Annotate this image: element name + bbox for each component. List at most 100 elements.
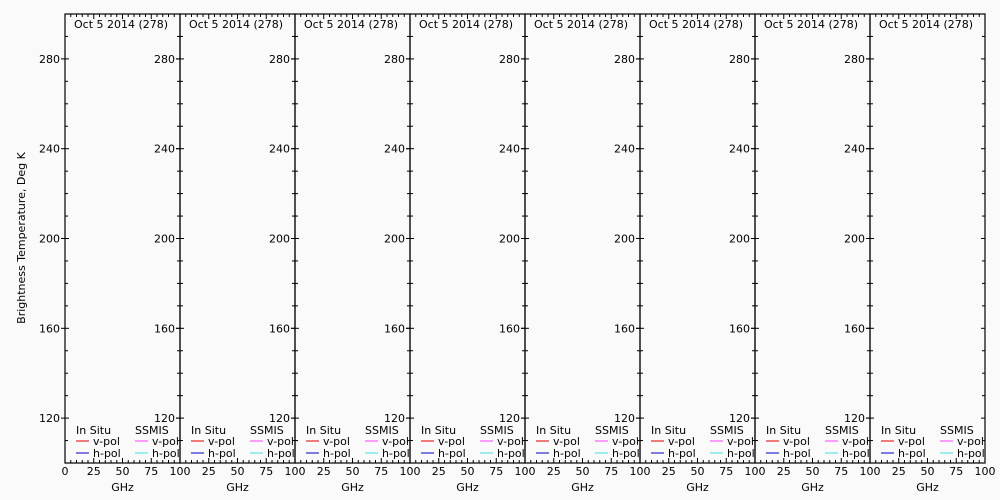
x-tick-label: 100 (515, 465, 536, 478)
legend-entry-label: h-pol (93, 447, 121, 460)
y-tick-label: 280 (384, 53, 405, 66)
legend-entry-label: v-pol (93, 435, 120, 448)
y-tick-label: 120 (269, 412, 290, 425)
legend-entry-label: v-pol (553, 435, 580, 448)
panel-title: Oct 5 2014 (278) (649, 18, 743, 31)
legend-entry-label: h-pol (783, 447, 811, 460)
x-axis-label: GHz (456, 481, 479, 494)
y-tick-label: 280 (269, 53, 290, 66)
y-tick-label: 240 (154, 143, 175, 156)
y-tick-label: 240 (614, 143, 635, 156)
legend-entry-label: v-pol (267, 435, 294, 448)
x-tick-label: 50 (691, 465, 705, 478)
panel-title: Oct 5 2014 (278) (764, 18, 858, 31)
y-tick-label: 160 (844, 322, 865, 335)
legend-entry-label: h-pol (668, 447, 696, 460)
legend-group-label: SSMIS (135, 424, 169, 437)
legend-entry-label: v-pol (898, 435, 925, 448)
legend-group-label: In Situ (421, 424, 456, 437)
y-tick-label: 120 (154, 412, 175, 425)
x-tick-label: 50 (921, 465, 935, 478)
x-axis-label: GHz (916, 481, 939, 494)
legend-group-label: In Situ (881, 424, 916, 437)
legend-entry-label: h-pol (267, 447, 295, 460)
y-tick-label: 200 (154, 233, 175, 246)
legend-entry-label: h-pol (497, 447, 525, 460)
y-tick-label: 280 (154, 53, 175, 66)
y-tick-label: 160 (154, 322, 175, 335)
y-tick-label: 120 (614, 412, 635, 425)
x-tick-label: 100 (285, 465, 306, 478)
legend-group-label: SSMIS (940, 424, 974, 437)
legend-group-label: In Situ (306, 424, 341, 437)
x-tick-label: 75 (604, 465, 618, 478)
legend-entry-label: v-pol (497, 435, 524, 448)
legend-group-label: SSMIS (365, 424, 399, 437)
x-tick-label: 0 (62, 465, 69, 478)
legend-group-label: SSMIS (250, 424, 284, 437)
legend-group-label: SSMIS (825, 424, 859, 437)
y-tick-label: 280 (729, 53, 750, 66)
x-tick-label: 75 (489, 465, 503, 478)
x-tick-label: 75 (719, 465, 733, 478)
x-axis-label: GHz (571, 481, 594, 494)
x-tick-label: 100 (400, 465, 421, 478)
legend-entry-label: v-pol (208, 435, 235, 448)
y-tick-label: 200 (729, 233, 750, 246)
panel-title: Oct 5 2014 (278) (879, 18, 973, 31)
x-tick-label: 75 (144, 465, 158, 478)
y-tick-label: 160 (39, 322, 60, 335)
legend-entry-label: h-pol (842, 447, 870, 460)
y-tick-label: 280 (499, 53, 520, 66)
legend-group-label: In Situ (536, 424, 571, 437)
y-tick-label: 240 (499, 143, 520, 156)
x-axis-label: GHz (111, 481, 134, 494)
legend-group-label: In Situ (651, 424, 686, 437)
legend-entry-label: v-pol (152, 435, 179, 448)
x-tick-label: 100 (975, 465, 996, 478)
legend-entry-label: h-pol (323, 447, 351, 460)
y-tick-label: 200 (269, 233, 290, 246)
legend-entry-label: v-pol (957, 435, 984, 448)
x-tick-label: 75 (259, 465, 273, 478)
y-tick-label: 160 (614, 322, 635, 335)
legend-group-label: SSMIS (595, 424, 629, 437)
panel-title: Oct 5 2014 (278) (304, 18, 398, 31)
y-tick-label: 160 (269, 322, 290, 335)
legend-group-label: In Situ (76, 424, 111, 437)
x-tick-label: 25 (662, 465, 676, 478)
legend-entry-label: v-pol (783, 435, 810, 448)
y-tick-label: 280 (614, 53, 635, 66)
panel-title: Oct 5 2014 (278) (419, 18, 513, 31)
x-tick-label: 50 (116, 465, 130, 478)
y-tick-label: 200 (614, 233, 635, 246)
legend-entry-label: v-pol (842, 435, 869, 448)
legend-group-label: In Situ (191, 424, 226, 437)
legend-entry-label: v-pol (668, 435, 695, 448)
legend-entry-label: v-pol (727, 435, 754, 448)
x-tick-label: 25 (202, 465, 216, 478)
panel-title: Oct 5 2014 (278) (534, 18, 628, 31)
x-axis-label: GHz (801, 481, 824, 494)
x-tick-label: 50 (806, 465, 820, 478)
y-tick-label: 280 (39, 53, 60, 66)
y-tick-label: 120 (844, 412, 865, 425)
y-tick-label: 160 (499, 322, 520, 335)
panel-title: Oct 5 2014 (278) (189, 18, 283, 31)
legend-group-label: SSMIS (480, 424, 514, 437)
panel-title: Oct 5 2014 (278) (74, 18, 168, 31)
y-tick-label: 200 (499, 233, 520, 246)
y-tick-label: 240 (39, 143, 60, 156)
y-tick-label: 240 (729, 143, 750, 156)
legend-entry-label: v-pol (323, 435, 350, 448)
x-tick-label: 50 (576, 465, 590, 478)
legend-entry-label: h-pol (208, 447, 236, 460)
x-tick-label: 25 (547, 465, 561, 478)
x-axis-label: GHz (341, 481, 364, 494)
x-tick-label: 75 (834, 465, 848, 478)
x-tick-label: 25 (87, 465, 101, 478)
legend-entry-label: h-pol (612, 447, 640, 460)
y-tick-label: 120 (499, 412, 520, 425)
x-tick-label: 25 (892, 465, 906, 478)
